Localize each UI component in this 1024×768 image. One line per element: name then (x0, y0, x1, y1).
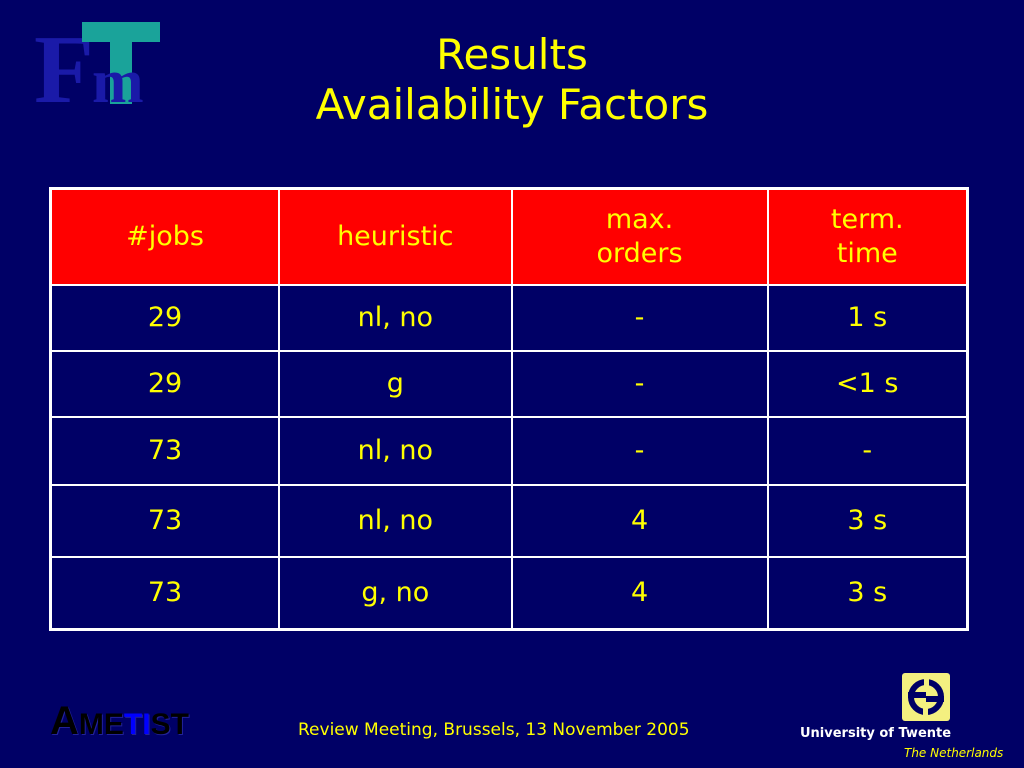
footer-text: Review Meeting, Brussels, 13 November 20… (298, 720, 690, 740)
cell-heuristic: nl, no (278, 416, 513, 486)
cell-max-orders: - (510, 416, 769, 486)
table-row: 29 g - <1 s (49, 350, 969, 418)
title-line-2: Availability Factors (315, 80, 709, 129)
table-row: 29 nl, no - 1 s (49, 284, 969, 352)
cell-max-orders: - (510, 284, 769, 352)
header-heuristic-label: heuristic (337, 221, 454, 252)
fmt-logo: F m (34, 18, 160, 108)
title-line-1: Results (436, 30, 588, 79)
header-jobs: #jobs (49, 187, 281, 286)
ametist-logo: AMETIST (50, 699, 189, 743)
cell-term-time: 3 s (766, 484, 969, 558)
results-table: #jobs heuristic max. orders term. time 2… (49, 187, 969, 631)
table-row: 73 nl, no 4 3 s (49, 484, 969, 558)
svg-text:m: m (92, 48, 144, 108)
cell-heuristic: nl, no (278, 284, 513, 352)
cell-max-orders: 4 (510, 484, 769, 558)
table-row: 73 g, no 4 3 s (49, 556, 969, 631)
cell-term-time: 1 s (766, 284, 969, 352)
university-of-twente-logo-icon (902, 673, 950, 721)
university-name: University of Twente (800, 726, 952, 741)
header-term-time-line2: time (836, 238, 898, 269)
cell-heuristic: nl, no (278, 484, 513, 558)
header-term-time: term. time (766, 187, 969, 286)
header-jobs-label: #jobs (126, 221, 204, 252)
cell-jobs: 73 (49, 416, 281, 486)
table-row: 73 nl, no - - (49, 416, 969, 486)
header-term-time-line1: term. (830, 204, 904, 235)
cell-jobs: 73 (49, 484, 281, 558)
table-header-row: #jobs heuristic max. orders term. time (49, 187, 969, 286)
cell-jobs: 73 (49, 556, 281, 631)
header-max-orders: max. orders (510, 187, 769, 286)
cell-max-orders: - (510, 350, 769, 418)
cell-max-orders: 4 (510, 556, 769, 631)
cell-jobs: 29 (49, 350, 281, 418)
cell-term-time: - (766, 416, 969, 486)
university-country: The Netherlands (904, 746, 1004, 760)
header-max-orders-line1: max. (605, 204, 674, 235)
cell-term-time: 3 s (766, 556, 969, 631)
cell-heuristic: g, no (278, 556, 513, 631)
slide-title: Results Availability Factors (0, 30, 1024, 130)
cell-term-time: <1 s (766, 350, 969, 418)
header-heuristic: heuristic (278, 187, 513, 286)
header-max-orders-line2: orders (596, 238, 683, 269)
cell-jobs: 29 (49, 284, 281, 352)
cell-heuristic: g (278, 350, 513, 418)
